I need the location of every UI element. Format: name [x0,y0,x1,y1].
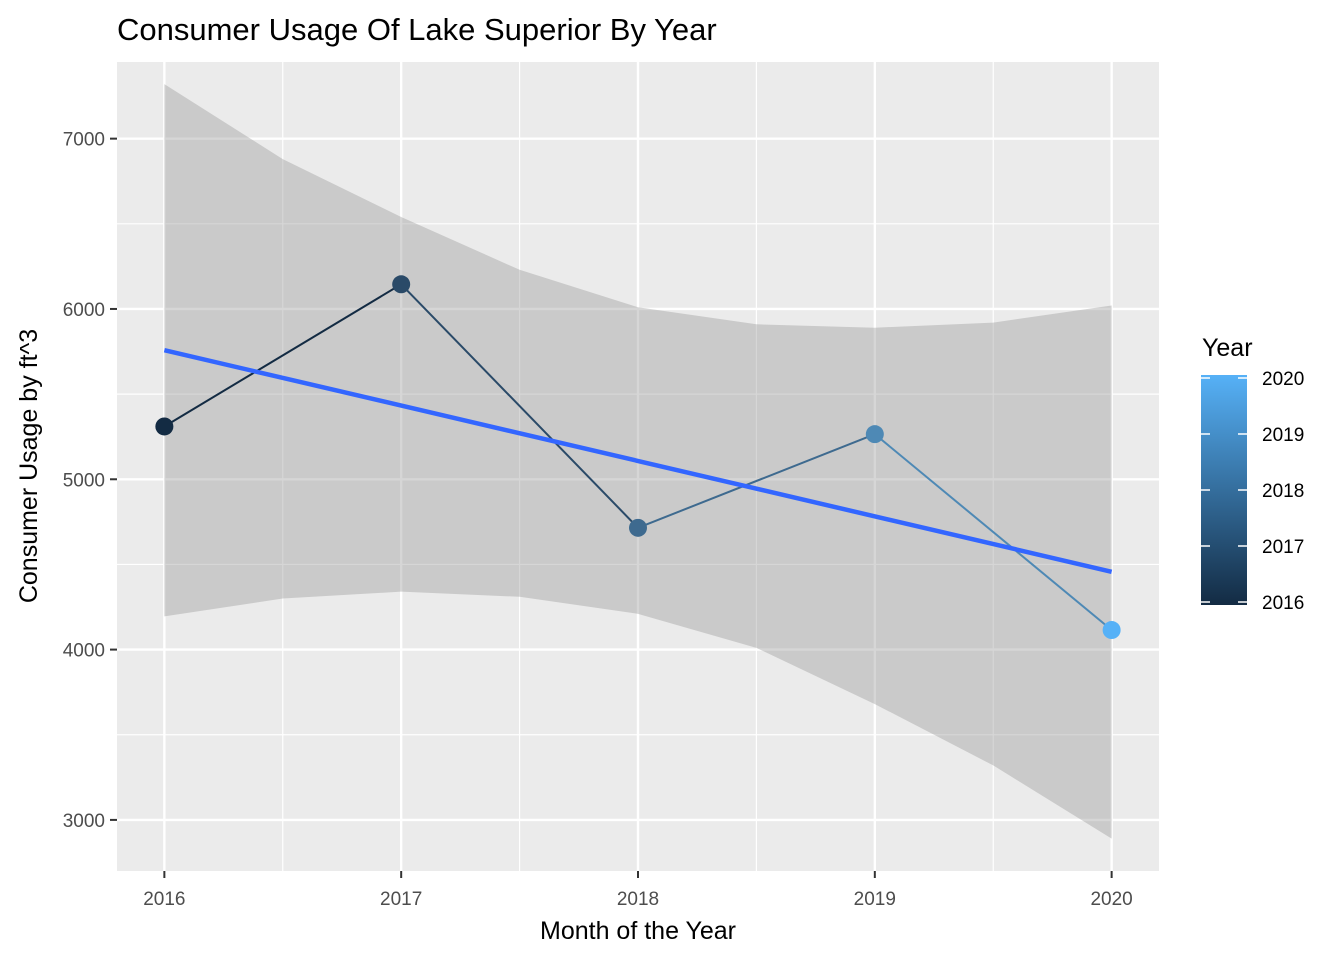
legend-label: 2018 [1262,481,1304,502]
axis-layer: 2016 2017 2018 2019 2020 3000 4000 5000 6000 7000 [63,130,1133,910]
data-point [155,417,174,436]
data-point [629,518,647,537]
series-line-segment [874,433,1113,631]
y-tick-label: 6000 [63,300,105,321]
y-tick-label: 4000 [63,641,105,662]
grid-lines [117,62,1159,871]
data-point [392,275,411,294]
x-tick-label: 2020 [1090,889,1132,910]
series-layer [163,283,1113,631]
y-tick-label: 7000 [63,130,105,151]
legend-ticks: 2020 2019 2018 2017 2016 [1201,369,1304,614]
series-line-segment [637,433,876,529]
legend-label: 2017 [1262,537,1304,558]
trend-line [163,347,1113,574]
x-axis-title: Month of the Year [540,917,736,945]
legend-label: 2020 [1262,369,1304,390]
points-layer [155,275,1121,640]
x-tick-label: 2016 [143,889,185,910]
data-point [865,425,884,444]
x-tick-label: 2019 [854,889,896,910]
y-axis-title: Consumer Usage by ft^3 [15,329,43,603]
y-tick-label: 3000 [63,811,105,832]
data-point [1102,621,1121,640]
legend-label: 2019 [1262,425,1304,446]
legend: Year 2020 2019 2018 2017 2016 [1201,334,1304,614]
legend-label: 2016 [1262,593,1304,614]
legend-title: Year [1202,334,1253,362]
series-line-segment [163,283,402,428]
chart-title: Consumer Usage Of Lake Superior By Year [117,12,717,47]
x-tick-label: 2017 [380,889,422,910]
series-line-segment [400,283,639,529]
y-tick-label: 5000 [63,470,105,491]
trend-layer [163,347,1113,574]
x-tick-label: 2018 [617,889,659,910]
